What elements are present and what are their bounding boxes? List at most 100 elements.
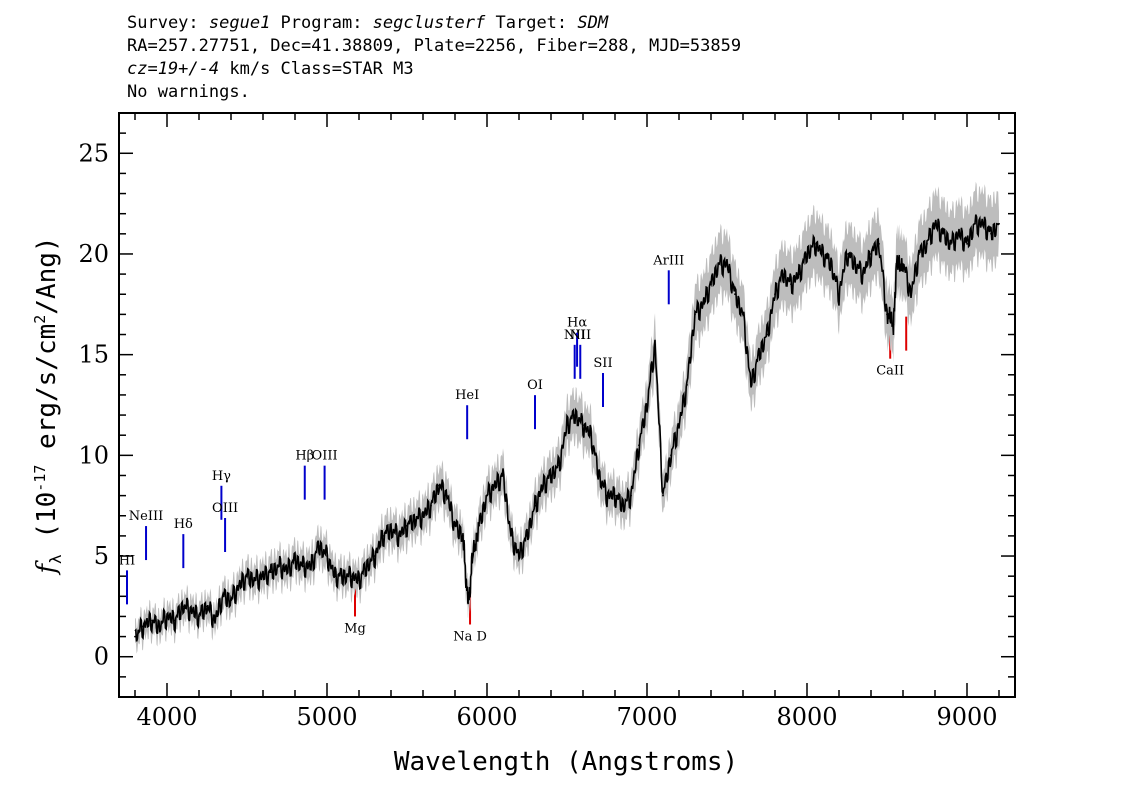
spectrum-point: [718, 263, 720, 265]
spectrum-point: [246, 575, 248, 578]
spectrum-point: [286, 569, 288, 571]
spectrum-point: [494, 484, 496, 487]
spectrum-point: [958, 232, 960, 235]
spectral-line-label: Hα: [567, 316, 587, 331]
spectrum-point: [966, 243, 968, 245]
spectrum-point: [830, 263, 832, 265]
spectral-line-label: OIII: [212, 501, 238, 516]
spectral-line-label: Hβ: [295, 449, 314, 464]
spectrum-point: [846, 253, 848, 255]
spectrum-point: [342, 575, 344, 578]
spectral-line-label: OIII: [312, 449, 338, 464]
spectrum-point: [254, 579, 256, 582]
spectrum-point: [390, 529, 392, 531]
spectrum-point: [782, 273, 784, 275]
spectrum-point: [942, 232, 944, 235]
spectrum-point: [766, 333, 768, 336]
spectrum-point: [422, 514, 424, 517]
spectrum-point: [526, 535, 528, 537]
spectrum-point: [190, 609, 192, 612]
spectrum-point: [478, 524, 480, 527]
spectrum-point: [350, 575, 352, 578]
spectrum-point: [838, 293, 840, 296]
spectral-line-label: SII: [593, 356, 612, 371]
spectrum-point: [566, 424, 568, 426]
spectrum-point: [238, 585, 240, 588]
spectrum-point: [542, 484, 544, 487]
spectral-line-label: NII: [564, 328, 586, 343]
y-axis-title: fλ (10-17 erg/s/cm2/Ang): [31, 236, 65, 575]
spectrum-point: [694, 313, 696, 316]
header-line-warnings: No warnings.: [127, 82, 250, 102]
spectrum-point: [990, 232, 992, 235]
spectral-line-label: Hγ: [212, 469, 231, 484]
y-tick-label: 25: [78, 139, 109, 167]
spectrum-point: [814, 243, 816, 245]
spectrum-point: [758, 353, 760, 356]
x-tick-label: 6000: [456, 703, 517, 731]
spectrum-point: [486, 494, 488, 497]
spectral-line-label: CaII: [876, 364, 904, 379]
spectrum-point: [974, 222, 976, 225]
spectrum-point: [798, 273, 800, 275]
spectrum-point: [230, 599, 232, 602]
spectral-line-label: Na D: [453, 630, 487, 645]
header-line-survey: Survey: segue1 Program: segclusterf Targ…: [127, 13, 609, 33]
spectrum-point: [166, 615, 168, 618]
spectrum-point: [598, 474, 600, 477]
spectral-line-label: NII: [569, 328, 591, 343]
spectrum-point: [134, 635, 136, 638]
spectrum-point: [654, 343, 656, 346]
spectrum-point: [214, 619, 216, 622]
header-line-coordinates: RA=257.27751, Dec=41.38809, Plate=2256, …: [127, 36, 742, 56]
spectrum-point: [606, 494, 608, 497]
spectrum-point: [582, 424, 584, 426]
spectrum-point: [468, 595, 471, 598]
spectrum-point: [590, 434, 592, 437]
spectrum-point: [918, 253, 920, 255]
spectral-line-label: OI: [527, 378, 543, 393]
spectrum-point: [374, 555, 376, 557]
spectrum-point: [854, 263, 856, 265]
spectrum-point: [742, 313, 744, 316]
spectrum-point: [670, 454, 672, 457]
x-tick-label: 7000: [616, 703, 677, 731]
spectrum-point: [182, 605, 184, 608]
spectrum-point: [862, 273, 864, 275]
spectrum-point: [886, 313, 888, 316]
spectrum-point: [262, 575, 264, 578]
spectrum-point: [686, 384, 688, 386]
spectrum-point: [454, 524, 456, 527]
spectrum-point: [870, 253, 872, 255]
spectrum-point: [574, 414, 576, 416]
spectrum-point: [174, 619, 176, 622]
spectrum-point: [750, 384, 752, 386]
spectrum-point: [414, 518, 416, 521]
spectrum-point: [638, 444, 640, 447]
spectrum-point: [630, 494, 632, 497]
spectrum-point: [462, 535, 464, 537]
spectrum-point: [550, 474, 552, 477]
spectral-line-label: Mg: [344, 621, 366, 636]
spectrum-point: [822, 253, 824, 255]
spectrum-point: [662, 494, 664, 497]
spectrum-header: Survey: segue1 Program: segclusterf Targ…: [127, 12, 741, 104]
spectrum-point: [774, 293, 776, 296]
spectrum-point: [926, 243, 928, 245]
spectrum-point: [278, 565, 280, 567]
spectrum-point: [910, 293, 912, 296]
y-tick-label: 10: [78, 441, 109, 469]
spectrum-point: [446, 494, 448, 497]
spectrum-point: [982, 222, 984, 225]
spectrum-point: [406, 524, 408, 527]
y-tick-label: 5: [94, 542, 109, 570]
spectrum-point: [471, 555, 474, 557]
x-tick-label: 5000: [296, 703, 357, 731]
spectral-line-label: Hδ: [174, 517, 193, 532]
spectrum-point: [895, 263, 898, 265]
spectrum-point: [438, 484, 440, 487]
spectrum-point: [710, 283, 712, 286]
plot-frame: [118, 112, 1016, 698]
spectrum-point: [206, 605, 208, 608]
spectrum-point: [790, 283, 792, 286]
